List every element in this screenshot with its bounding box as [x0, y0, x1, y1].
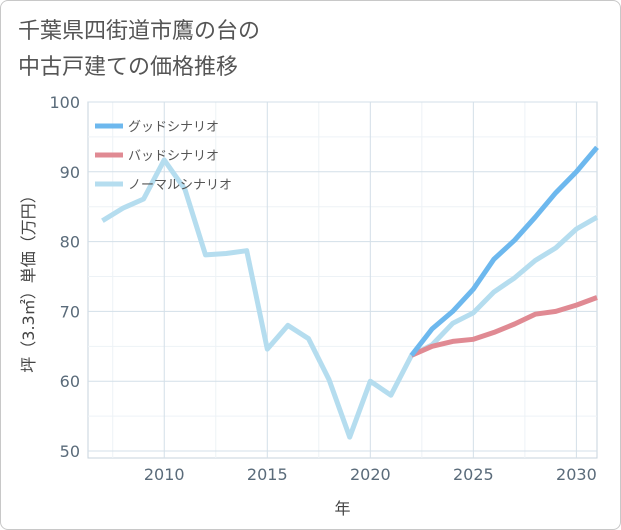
x-tick-label: 2015 [247, 465, 288, 484]
y-axis-title: 坪（3.3㎡）単価（万円） [19, 187, 38, 372]
series-line-bad [410, 295, 598, 358]
x-tick-label: 2025 [453, 465, 494, 484]
chart-title-line-1: 千葉県四街道市鷹の台の [18, 19, 261, 44]
x-tick-label: 2020 [350, 465, 391, 484]
legend-label-good: グッドシナリオ [128, 120, 219, 135]
axes: 2010 2015 2020 2025 2030 50 60 70 80 90 100 [49, 93, 596, 484]
legend-label-normal: ノーマルシナリオ [128, 178, 232, 193]
series-line-good [409, 145, 599, 357]
y-tick-label: 90 [60, 163, 80, 182]
x-axis-title: 年 [334, 499, 350, 518]
y-tick-label: 50 [60, 442, 80, 461]
x-tick-label: 2030 [556, 465, 597, 484]
y-tick-label: 100 [49, 93, 80, 112]
chart-title-line-2: 中古戸建ての価格推移 [18, 55, 239, 80]
y-tick-label: 80 [60, 233, 80, 252]
y-tick-label: 60 [60, 372, 80, 391]
x-tick-label: 2010 [144, 465, 185, 484]
legend-label-bad: バッドシナリオ [128, 149, 219, 164]
series-line-normal [101, 157, 599, 440]
chart-title: 千葉県四街道市鷹の台の 中古戸建ての価格推移 [18, 14, 260, 86]
y-tick-label: 70 [60, 302, 80, 321]
series-group [101, 145, 599, 440]
